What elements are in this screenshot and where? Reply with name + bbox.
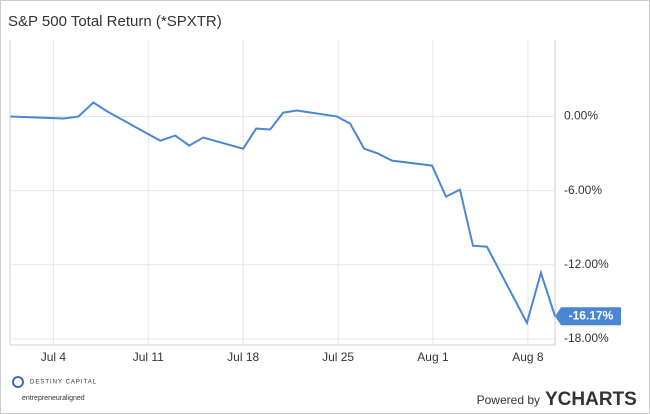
- y-tick-label: -12.00%: [564, 257, 609, 271]
- tagline: entrepreneuraligned: [22, 395, 85, 402]
- y-tick-label: -18.00%: [564, 331, 609, 345]
- x-tick-label: Aug 8: [512, 350, 544, 364]
- line: [10, 101, 556, 326]
- y-tick-label: -6.00%: [564, 183, 602, 197]
- y-tick-label: 0.00%: [564, 109, 598, 123]
- x-tick-label: Aug 1: [417, 350, 449, 364]
- x-tick-label: Jul 25: [322, 350, 354, 364]
- chart-title: S&P 500 Total Return (*SPXTR): [8, 13, 222, 30]
- powered-by: Powered by: [477, 393, 540, 407]
- x-tick-label: Jul 4: [41, 350, 67, 364]
- x-tick-label: Jul 18: [227, 350, 259, 364]
- end-label-box: [555, 307, 621, 326]
- brand-icon: [12, 376, 24, 388]
- provider: YCHARTS: [545, 389, 637, 410]
- x-tick-label: Jul 11: [133, 350, 164, 364]
- end-label: -16.17%: [569, 308, 614, 322]
- brand: DESTINY CAPITAL: [30, 380, 97, 386]
